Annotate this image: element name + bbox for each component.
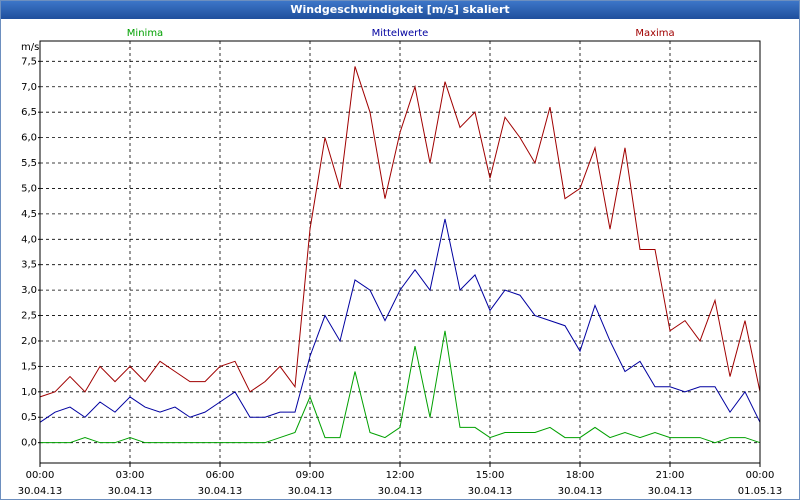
x-tick-date: 30.04.13: [558, 486, 603, 497]
chart: m/s 0,0 0,5 1,0 1,5 2,0 2,5 3,0 3,5 4,0 4,5 5,0 5,5 6…: [18, 28, 783, 497]
y-tick-label: 6,5: [21, 107, 37, 118]
x-tick-label: 03:00: [116, 470, 145, 481]
x-tick-date: 30.04.13: [288, 486, 333, 497]
y-tick-label: 4,0: [21, 234, 37, 245]
series-line: [40, 330, 761, 444]
x-tick-date: 30.04.13: [378, 486, 423, 497]
y-tick-label: 3,5: [21, 260, 37, 271]
x-tick-label: 21:00: [656, 470, 685, 481]
plot-frame: [39, 40, 761, 464]
x-tick-date: 30.04.13: [18, 486, 63, 497]
x-tick-date: 30.04.13: [198, 486, 243, 497]
title-bar: Windgeschwindigkeit [m/s] skaliert: [1, 1, 799, 19]
x-tick-date: 01.05.13: [738, 486, 783, 497]
y-tick-label: 1,0: [21, 387, 37, 398]
series-line: [39, 66, 761, 398]
y-tick-label: 5,0: [21, 183, 37, 194]
x-tick-label: 00:00: [26, 470, 55, 481]
y-tick-label: 6,0: [21, 133, 37, 144]
y-tick-label: 4,5: [21, 209, 37, 220]
y-tick-label: 0,5: [21, 412, 37, 423]
x-tick-date: 30.04.13: [648, 486, 693, 497]
x-tick-date: 30.04.13: [108, 486, 153, 497]
legend-entry: Maxima: [635, 28, 674, 39]
x-tick-date: 30.04.13: [468, 486, 513, 497]
y-tick-label: 5,5: [21, 158, 37, 169]
x-tick-label: 12:00: [386, 470, 415, 481]
legend-entry: Mittelwerte: [372, 28, 429, 39]
y-tick-label: 7,0: [21, 82, 37, 93]
x-tick-label: 15:00: [476, 470, 505, 481]
x-tick-label: 00:00: [746, 470, 775, 481]
y-tick-label: 2,0: [21, 336, 37, 347]
y-tick-label: 2,5: [21, 311, 37, 322]
y-axis-label: m/s: [21, 42, 39, 53]
series-line: [39, 218, 761, 423]
y-tick-label: 1,5: [21, 361, 37, 372]
y-tick-label: 7,5: [21, 56, 37, 67]
x-tick-label: 06:00: [206, 470, 235, 481]
x-tick-label: 09:00: [296, 470, 325, 481]
y-tick-label: 3,0: [21, 285, 37, 296]
legend-entry: Minima: [127, 28, 163, 39]
y-tick-label: 0,0: [21, 438, 37, 449]
x-tick-label: 18:00: [566, 470, 595, 481]
